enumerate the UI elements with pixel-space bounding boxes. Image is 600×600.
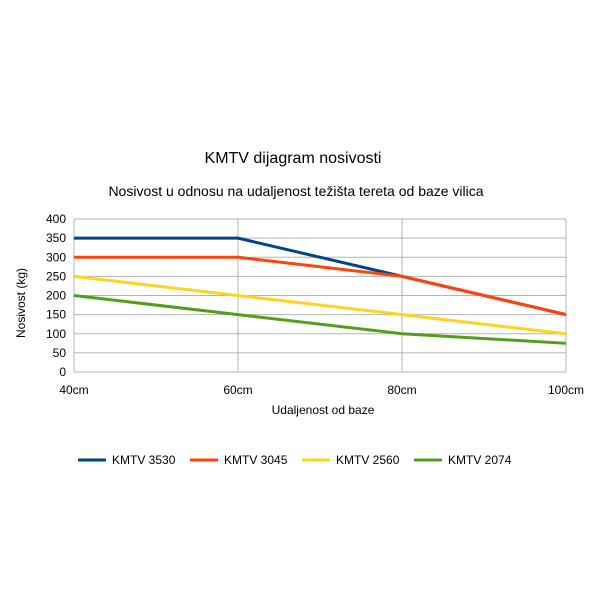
grid	[73, 218, 567, 373]
x-tick-label: 40cm	[59, 383, 88, 397]
legend-label: KMTV 3045	[224, 453, 288, 467]
y-tick-label: 300	[46, 250, 66, 264]
y-tick-label: 150	[46, 308, 66, 322]
series-line-kmtv-2560	[73, 274, 567, 336]
series-line-kmtv-2074	[73, 294, 567, 345]
x-tick-labels: 40cm 60cm 80cm 100cm	[59, 383, 584, 397]
y-tick-label: 350	[46, 231, 66, 245]
series-line-kmtv-3045	[74, 255, 567, 317]
x-tick-label: 80cm	[387, 383, 416, 397]
y-tick-label: 0	[59, 365, 66, 379]
y-axis-label: Nosivost (kg)	[14, 268, 28, 338]
y-tick-label: 100	[46, 327, 66, 341]
y-tick-label: 50	[53, 346, 67, 360]
x-axis-label: Udaljenost od baze	[272, 403, 375, 417]
chart-subtitle: Nosivost u odnosu na udaljenost težišta …	[108, 183, 483, 199]
legend-label: KMTV 2074	[448, 453, 512, 467]
x-tick-label: 60cm	[223, 383, 252, 397]
y-tick-label: 400	[46, 212, 66, 226]
x-tick-label: 100cm	[548, 383, 584, 397]
legend-label: KMTV 2560	[336, 453, 400, 467]
series-lines	[73, 236, 567, 345]
chart-title: KMTV dijagram nosivosti	[205, 150, 382, 167]
y-tick-label: 200	[46, 289, 66, 303]
y-tick-label: 250	[46, 269, 66, 283]
y-tick-labels: 0 50 100 150 200 250 300 350 400	[46, 212, 66, 379]
legend: KMTV 3530 KMTV 3045 KMTV 2560 KMTV 2074	[78, 453, 512, 467]
legend-label: KMTV 3530	[112, 453, 176, 467]
